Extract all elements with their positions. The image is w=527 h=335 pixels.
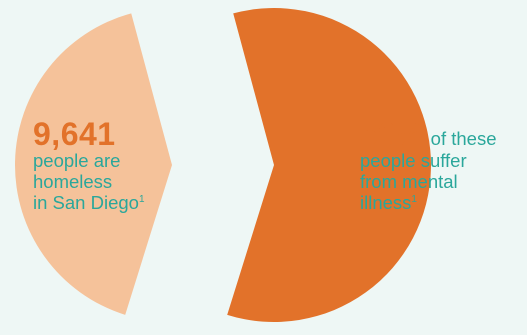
footnote-marker: 1: [138, 193, 145, 205]
homeless-line-2: homeless: [33, 171, 113, 192]
homeless-label: 9,641 people are homeless in San Diego1: [33, 118, 163, 213]
of-these-text: of these: [425, 128, 497, 149]
mental-illness-line-2: from mental: [360, 171, 458, 192]
homeless-line-3-text: in San Diego: [33, 192, 139, 213]
pie-slice-homeless: [14, 13, 173, 315]
mental-illness-percent: 59%: [360, 116, 426, 152]
pie-slice-mental-illness: [227, 8, 431, 323]
footnote-marker: 1: [411, 193, 417, 205]
mental-illness-label: 59% of these people suffer from mental i…: [360, 118, 527, 213]
homeless-line-3: in San Diego1: [33, 192, 163, 213]
mental-illness-line-1: people suffer: [360, 150, 467, 171]
mental-illness-line-3: illness1: [360, 192, 527, 213]
homeless-count: 9,641: [33, 116, 116, 152]
mental-illness-line-3-text: illness: [360, 192, 412, 213]
homeless-line-1: people are: [33, 150, 121, 171]
mental-illness-percent-line: 59% of these: [360, 118, 527, 150]
